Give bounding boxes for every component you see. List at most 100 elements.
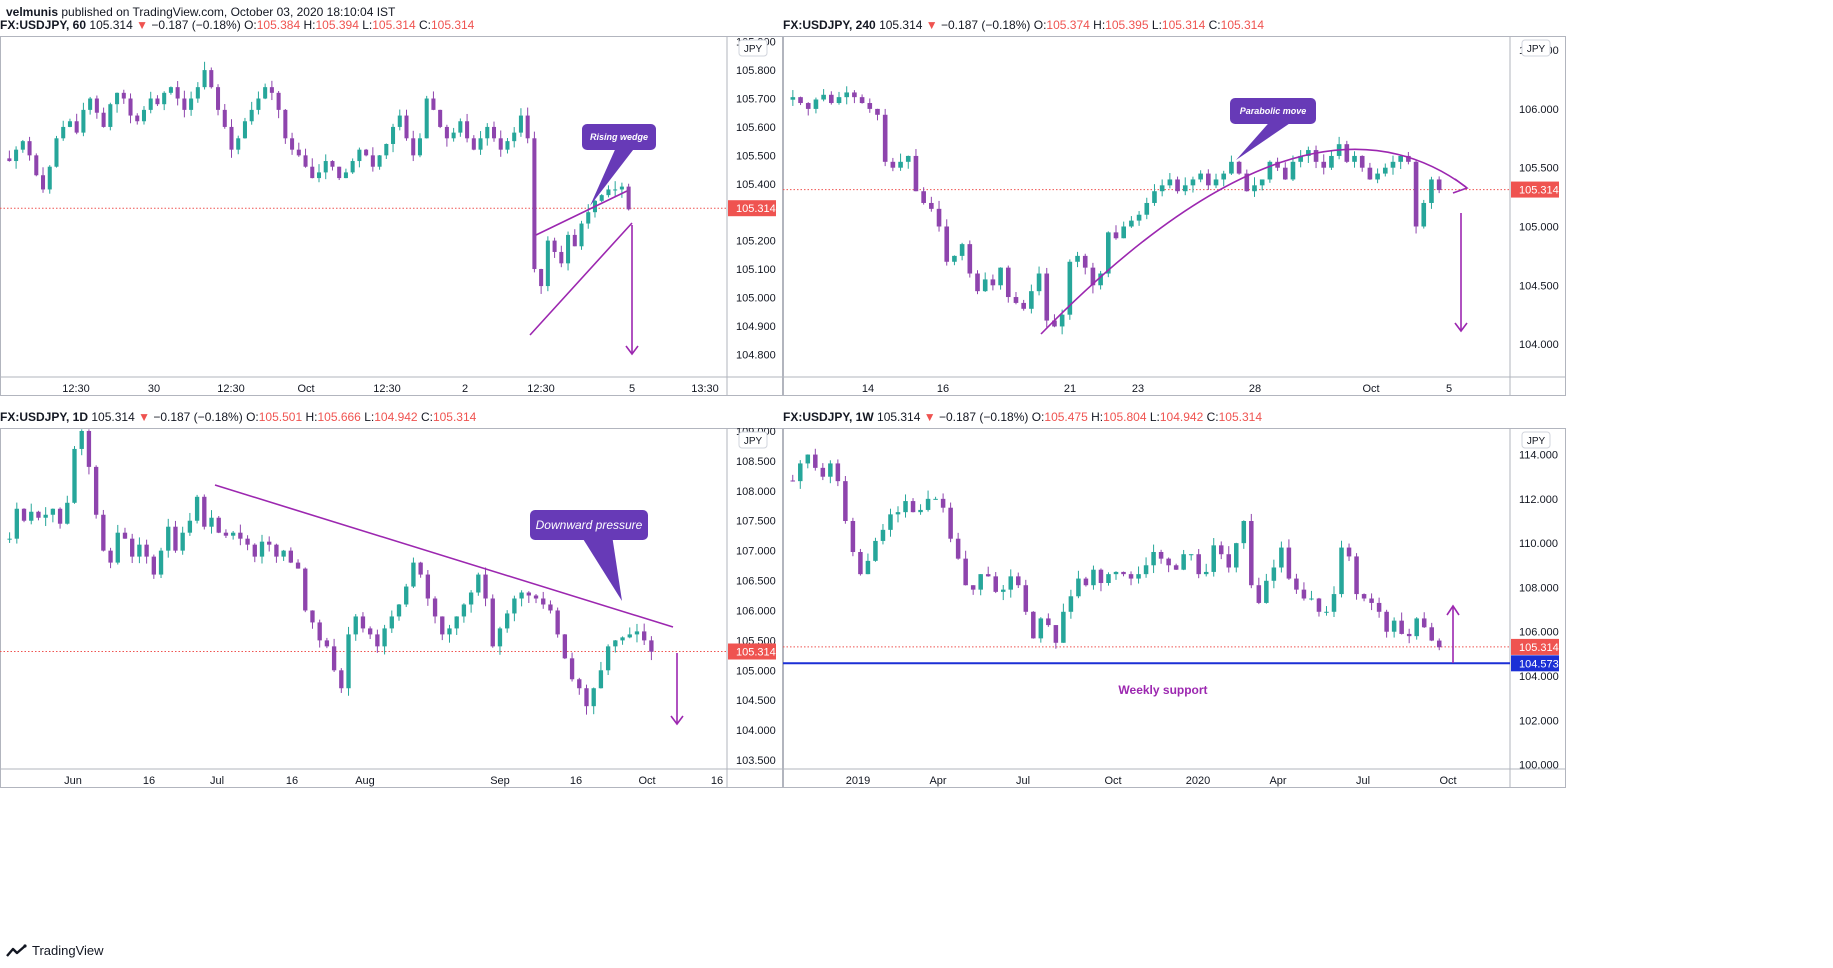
chart-canvas[interactable]: 106.500106.000105.500105.000104.500104.0…: [783, 36, 1566, 404]
candle[interactable]: [189, 91, 194, 116]
candle[interactable]: [555, 607, 560, 638]
candle[interactable]: [1053, 625, 1059, 649]
candle[interactable]: [1344, 140, 1350, 164]
candle[interactable]: [1213, 173, 1219, 189]
chart-canvas[interactable]: 105.900105.800105.700105.600105.500105.4…: [0, 36, 783, 404]
candle[interactable]: [835, 459, 841, 487]
candle[interactable]: [933, 496, 938, 500]
candle[interactable]: [1290, 155, 1296, 182]
candle[interactable]: [925, 490, 931, 512]
candle[interactable]: [458, 118, 463, 137]
candle[interactable]: [296, 142, 301, 157]
candle[interactable]: [836, 91, 842, 105]
candle[interactable]: [88, 96, 93, 115]
candle[interactable]: [1067, 259, 1073, 320]
candle[interactable]: [1321, 154, 1327, 175]
candle[interactable]: [195, 82, 200, 103]
candle[interactable]: [1399, 612, 1404, 635]
candle[interactable]: [290, 132, 295, 155]
candle[interactable]: [14, 502, 19, 544]
candle[interactable]: [1158, 549, 1164, 564]
candle[interactable]: [1173, 563, 1179, 570]
candle[interactable]: [1008, 569, 1014, 598]
candle[interactable]: [1429, 176, 1434, 209]
candle[interactable]: [1023, 579, 1029, 615]
candle[interactable]: [391, 123, 396, 153]
candle[interactable]: [339, 668, 344, 693]
candle[interactable]: [485, 123, 490, 146]
candle[interactable]: [918, 504, 923, 515]
candle[interactable]: [1121, 571, 1126, 577]
currency-badge[interactable]: [1521, 431, 1551, 449]
candle[interactable]: [1000, 584, 1006, 601]
candle[interactable]: [526, 591, 531, 604]
candle[interactable]: [175, 81, 180, 106]
candle[interactable]: [829, 91, 834, 105]
candle[interactable]: [552, 237, 557, 258]
candle[interactable]: [1211, 538, 1216, 577]
candle[interactable]: [955, 532, 961, 560]
candle[interactable]: [404, 109, 409, 141]
candle[interactable]: [229, 119, 234, 158]
candle[interactable]: [135, 113, 140, 125]
candle[interactable]: [364, 148, 369, 157]
candle[interactable]: [259, 534, 265, 564]
candle[interactable]: [144, 539, 149, 564]
candle[interactable]: [389, 610, 394, 633]
candle[interactable]: [276, 91, 281, 119]
candle[interactable]: [367, 626, 373, 640]
candle[interactable]: [267, 536, 272, 552]
candle[interactable]: [805, 102, 811, 116]
candle[interactable]: [821, 89, 826, 102]
candle[interactable]: [14, 146, 19, 169]
candle[interactable]: [86, 429, 92, 475]
candle[interactable]: [598, 661, 604, 689]
candle[interactable]: [202, 61, 207, 90]
candle[interactable]: [310, 158, 315, 179]
candle[interactable]: [397, 109, 402, 131]
candle[interactable]: [948, 502, 953, 543]
candle[interactable]: [867, 98, 873, 113]
candle[interactable]: [360, 612, 366, 633]
candle[interactable]: [216, 516, 221, 534]
candle[interactable]: [1061, 603, 1066, 643]
candle[interactable]: [1143, 557, 1149, 578]
candle[interactable]: [559, 245, 564, 268]
candle[interactable]: [461, 603, 467, 623]
candle[interactable]: [269, 80, 274, 101]
candle[interactable]: [929, 196, 934, 212]
candle[interactable]: [649, 636, 654, 661]
candle[interactable]: [828, 460, 833, 484]
candle[interactable]: [158, 547, 164, 579]
candle[interactable]: [1128, 571, 1134, 586]
candle[interactable]: [148, 91, 153, 114]
candle[interactable]: [873, 537, 878, 562]
candle[interactable]: [497, 626, 503, 655]
candle[interactable]: [584, 684, 589, 715]
candle[interactable]: [1159, 179, 1165, 197]
candle[interactable]: [1090, 262, 1096, 294]
candle[interactable]: [1382, 163, 1388, 177]
candle[interactable]: [130, 533, 135, 564]
candle[interactable]: [1259, 179, 1265, 191]
candle[interactable]: [1413, 160, 1419, 234]
candle[interactable]: [1279, 541, 1284, 573]
candle[interactable]: [895, 506, 901, 523]
candle[interactable]: [1286, 539, 1292, 580]
candle[interactable]: [843, 476, 848, 524]
candle[interactable]: [898, 153, 903, 171]
candle[interactable]: [1331, 586, 1337, 618]
candle[interactable]: [108, 547, 113, 569]
candle[interactable]: [1361, 593, 1367, 602]
candle[interactable]: [377, 155, 382, 170]
candle[interactable]: [1406, 151, 1411, 165]
candle[interactable]: [882, 108, 888, 167]
candle[interactable]: [115, 524, 120, 565]
candle[interactable]: [128, 93, 133, 124]
candle[interactable]: [283, 108, 288, 144]
candle[interactable]: [418, 561, 423, 578]
candle[interactable]: [1267, 160, 1273, 183]
candle[interactable]: [1206, 169, 1211, 190]
candle[interactable]: [1098, 270, 1103, 290]
candle[interactable]: [81, 102, 86, 137]
